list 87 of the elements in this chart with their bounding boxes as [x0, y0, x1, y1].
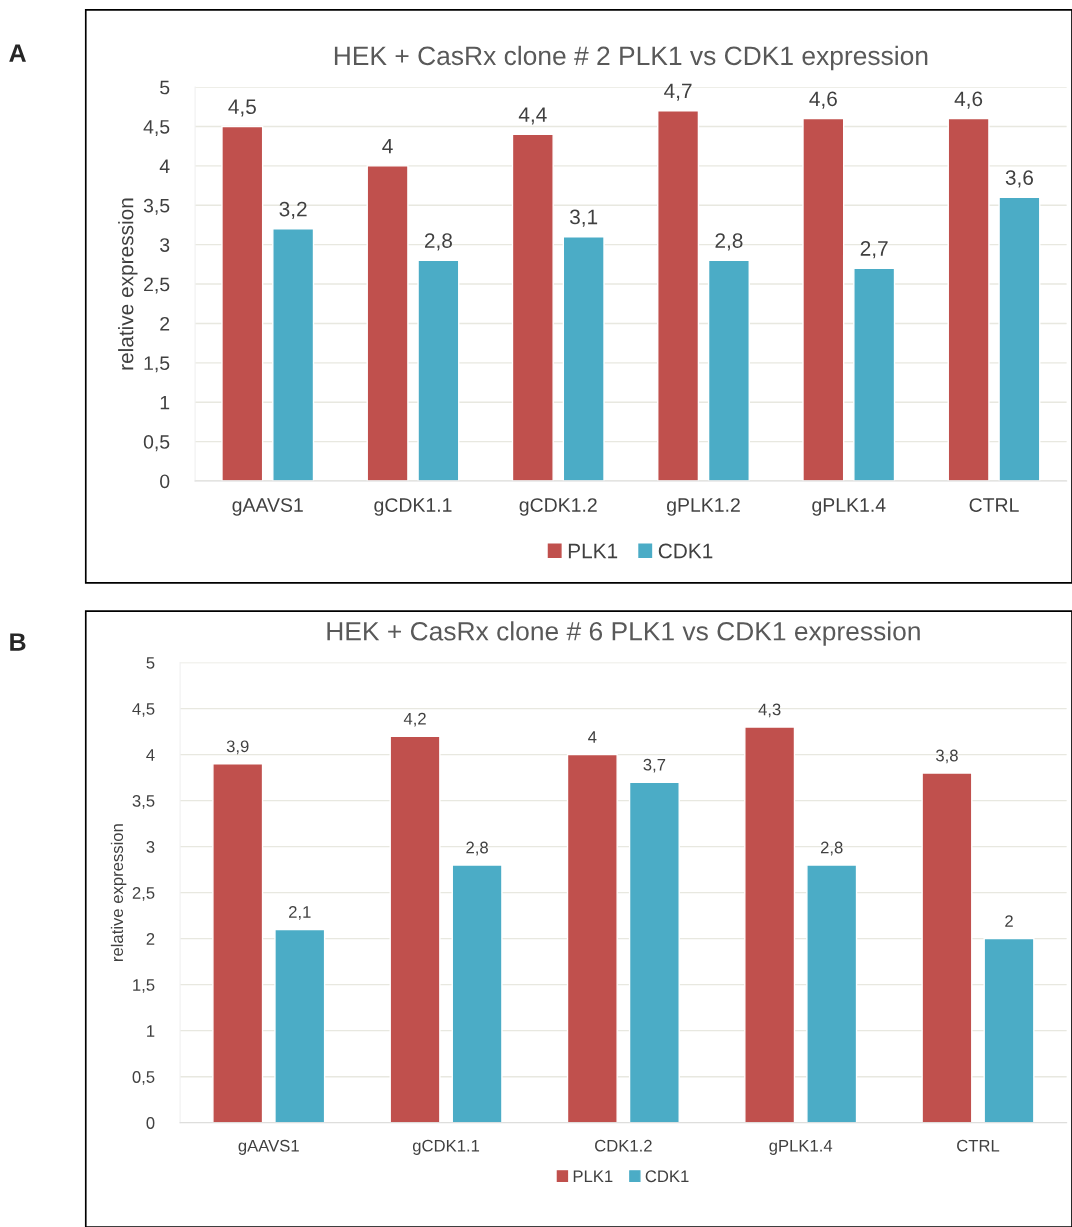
x-tick-label: CDK1.2	[595, 1139, 652, 1152]
bar	[212, 763, 264, 1123]
data-label: 2,8	[715, 233, 743, 251]
x-tick-label: gPLK1.2	[667, 498, 740, 516]
y-tick-label: 0,5	[143, 435, 170, 452]
y-tick-label: 3	[160, 238, 170, 252]
bar	[657, 110, 700, 481]
bar	[707, 259, 750, 481]
y-tick-label: 2,5	[132, 887, 155, 901]
bar	[389, 735, 441, 1123]
x-tick-label: gCDK1.2	[519, 498, 597, 516]
data-label: 2,7	[860, 241, 888, 259]
data-label: 3,8	[936, 749, 958, 764]
data-label: 2,8	[820, 841, 843, 856]
chart-title: HEK + CasRx clone # 6 PLK1 vs CDK1 expression	[327, 621, 920, 646]
data-label: 4,2	[403, 712, 426, 727]
y-tick-label: 5	[160, 80, 170, 95]
y-axis-title: relative expression	[118, 198, 138, 370]
bar	[947, 117, 990, 481]
x-tick-label: CTRL	[969, 498, 1019, 512]
text: A	[9, 44, 26, 62]
data-label: 3,2	[279, 201, 307, 219]
bar	[853, 267, 896, 481]
data-label: 4,5	[228, 99, 256, 117]
bar	[998, 196, 1041, 481]
bar	[417, 259, 460, 481]
y-tick-label: 4	[159, 159, 170, 173]
x-tick-label: gCDK1.1	[374, 498, 452, 516]
data-label: 4,6	[954, 91, 983, 109]
y-tick-label: 5	[146, 657, 155, 669]
bar	[272, 228, 315, 481]
text: B	[10, 633, 26, 651]
x-tick-label: gCDK1.1	[412, 1139, 480, 1155]
x-tick-label: gAAVS1	[238, 1139, 299, 1155]
bar	[511, 133, 554, 481]
y-tick-label: 2	[146, 933, 155, 945]
y-tick-label: 3,5	[132, 795, 155, 809]
bar	[921, 772, 973, 1123]
data-label: 2	[1005, 915, 1013, 927]
y-tick-label: 4,5	[143, 120, 170, 137]
y-tick-label: 3,5	[143, 198, 170, 215]
bar	[566, 753, 618, 1123]
data-label: 3,9	[226, 740, 249, 755]
bar	[806, 864, 858, 1123]
y-tick-label: 2	[160, 316, 170, 331]
y-tick-label: 1	[160, 395, 170, 410]
x-tick-label: gPLK1.4	[812, 498, 886, 516]
chart-title: HEK + CasRx clone # 2 PLK1 vs CDK1 expression	[334, 45, 928, 71]
x-tick-label: CTRL	[957, 1139, 1000, 1152]
y-tick-label: 0	[146, 1117, 155, 1129]
bar	[221, 125, 264, 481]
data-label: 2,8	[466, 841, 488, 856]
data-label: 2,8	[424, 233, 452, 251]
data-label: 3,6	[1005, 170, 1033, 188]
y-tick-label: 3	[146, 841, 155, 853]
y-axis-title: relative expression	[110, 824, 127, 962]
data-label: 2,1	[289, 906, 311, 920]
y-tick-label: 1	[147, 1025, 155, 1037]
data-label: 4,4	[518, 107, 547, 125]
bar	[366, 165, 409, 481]
y-tick-label: 1,5	[144, 356, 170, 373]
x-tick-label: gAAVS1	[232, 498, 303, 516]
legend-label: CDK1	[645, 1170, 689, 1183]
bar	[274, 928, 326, 1123]
legend-label: PLK1	[568, 543, 618, 559]
data-label: 3,7	[643, 758, 666, 773]
y-tick-label: 0	[160, 474, 170, 489]
y-tick-label: 1,5	[133, 979, 155, 993]
legend-label: PLK1	[573, 1170, 613, 1182]
data-label: 4	[588, 731, 597, 743]
y-tick-label: 0,5	[132, 1071, 155, 1085]
data-label: 4,6	[809, 91, 837, 109]
legend-label: CDK1	[658, 543, 713, 559]
y-tick-label: 2,5	[144, 277, 170, 294]
y-tick-label: 4,5	[132, 703, 155, 717]
data-label: 4	[382, 138, 393, 154]
data-label: 4,7	[664, 83, 692, 101]
bar	[802, 117, 845, 481]
data-label: 4,3	[758, 703, 781, 718]
bar	[562, 236, 605, 481]
bar	[628, 781, 680, 1123]
y-tick-label: 4	[146, 749, 155, 761]
data-label: 3,1	[569, 209, 598, 227]
x-tick-label: gPLK1.4	[769, 1139, 833, 1155]
bar	[983, 937, 1035, 1123]
bar	[744, 726, 796, 1123]
bar	[451, 864, 503, 1123]
